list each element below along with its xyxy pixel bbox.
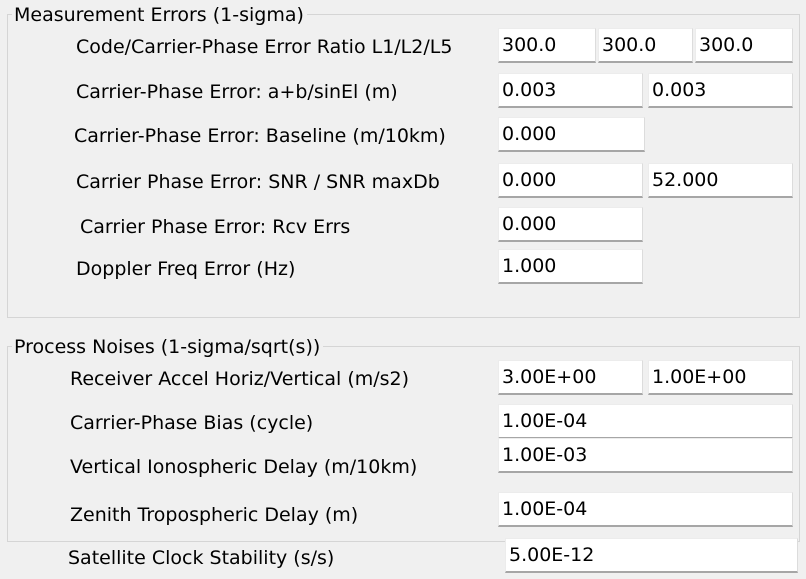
carrier-phase-ab-label: Carrier-Phase Error: a+b/sinEl (m) xyxy=(76,81,398,103)
carrier-phase-baseline-input[interactable] xyxy=(498,117,645,152)
receiver-accel-vertical-input[interactable] xyxy=(648,360,793,395)
satellite-clock-label: Satellite Clock Stability (s/s) xyxy=(68,547,335,569)
vertical-iono-input[interactable] xyxy=(498,438,793,473)
carrier-phase-snr-maxdb-input[interactable] xyxy=(648,163,793,198)
carrier-phase-snr-label: Carrier Phase Error: SNR / SNR maxDb xyxy=(76,171,440,193)
zenith-tropo-label: Zenith Tropospheric Delay (m) xyxy=(70,504,359,526)
code-carrier-ratio-l5-input[interactable] xyxy=(695,28,793,63)
doppler-error-label: Doppler Freq Error (Hz) xyxy=(76,258,296,280)
carrier-phase-b-input[interactable] xyxy=(648,73,793,108)
code-carrier-ratio-l1-input[interactable] xyxy=(498,28,596,63)
satellite-clock-input[interactable] xyxy=(505,538,798,573)
carrier-phase-baseline-label: Carrier-Phase Error: Baseline (m/10km) xyxy=(74,125,446,147)
code-carrier-ratio-l2-input[interactable] xyxy=(598,28,693,63)
process-noises-title: Process Noises (1-sigma/sqrt(s)) xyxy=(12,336,324,358)
carrier-phase-a-input[interactable] xyxy=(498,73,643,108)
carrier-phase-bias-label: Carrier-Phase Bias (cycle) xyxy=(70,412,314,434)
measurement-errors-group xyxy=(7,14,800,318)
doppler-error-input[interactable] xyxy=(498,249,643,284)
vertical-iono-label: Vertical Ionospheric Delay (m/10km) xyxy=(70,456,418,478)
carrier-phase-rcv-errs-input[interactable] xyxy=(498,207,643,242)
receiver-accel-label: Receiver Accel Horiz/Vertical (m/s2) xyxy=(70,368,410,390)
carrier-phase-snr-input[interactable] xyxy=(498,163,643,198)
measurement-errors-title: Measurement Errors (1-sigma) xyxy=(12,4,307,26)
code-carrier-ratio-label: Code/Carrier-Phase Error Ratio L1/L2/L5 xyxy=(76,36,453,58)
receiver-accel-horiz-input[interactable] xyxy=(498,360,643,395)
zenith-tropo-input[interactable] xyxy=(498,492,793,527)
process-noises-group xyxy=(7,346,800,542)
carrier-phase-bias-input[interactable] xyxy=(498,404,793,439)
carrier-phase-rcv-errs-label: Carrier Phase Error: Rcv Errs xyxy=(80,216,351,238)
